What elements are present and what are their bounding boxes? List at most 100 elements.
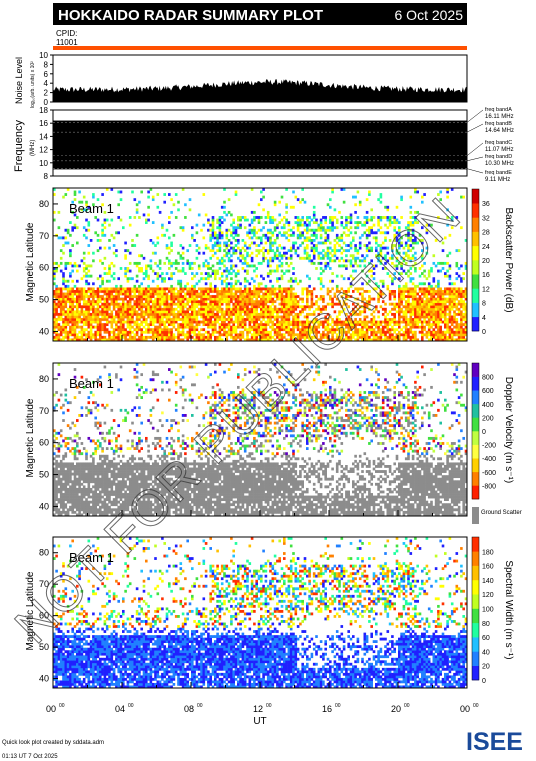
data-cell: [80, 505, 84, 509]
data-cell: [85, 490, 88, 494]
data-cell: [71, 310, 74, 314]
data-cell: [255, 297, 258, 301]
data-cell: [398, 307, 401, 311]
data-cell: [379, 279, 383, 283]
data-cell: [276, 236, 279, 240]
data-cell: [89, 315, 93, 319]
data-cell: [64, 470, 68, 473]
data-cell: [145, 218, 148, 222]
data-cell: [163, 297, 166, 301]
data-cell: [324, 251, 327, 255]
data-cell: [446, 292, 449, 296]
data-cell: [223, 254, 226, 258]
data-cell: [82, 510, 86, 514]
data-cell: [363, 323, 367, 326]
data-cell: [365, 236, 369, 240]
data-cell: [257, 292, 261, 296]
data-cell: [186, 249, 189, 253]
data-cell: [319, 333, 323, 337]
data-cell: [319, 338, 323, 342]
data-cell: [126, 307, 130, 311]
data-cell: [230, 277, 233, 281]
data-cell: [53, 277, 56, 281]
data-cell: [186, 282, 189, 286]
data-cell: [342, 328, 346, 332]
data-cell: [404, 338, 408, 342]
data-cell: [462, 338, 465, 342]
data-cell: [448, 338, 452, 342]
data-cell: [425, 312, 429, 316]
data-cell: [76, 498, 79, 501]
data-cell: [340, 264, 344, 268]
data-cell: [262, 297, 265, 301]
data-cell: [96, 290, 100, 293]
data-cell: [299, 256, 302, 260]
data-cell: [76, 305, 79, 309]
data-cell: [220, 236, 224, 240]
data-cell: [220, 272, 224, 275]
data-cell: [108, 279, 111, 283]
data-cell: [444, 312, 447, 316]
data-cell: [345, 297, 348, 301]
data-cell: [324, 228, 327, 232]
data-cell: [59, 505, 63, 509]
data-cell: [87, 323, 91, 326]
data-cell: [257, 333, 261, 337]
data-cell: [425, 307, 429, 311]
data-cell: [446, 330, 449, 334]
data-cell: [64, 480, 68, 484]
data-cell: [407, 254, 410, 258]
data-cell: [101, 261, 104, 265]
data-cell: [87, 490, 91, 494]
data-cell: [430, 290, 433, 293]
data-cell: [301, 290, 304, 293]
data-cell: [315, 249, 318, 253]
data-cell: [340, 246, 344, 250]
data-cell: [464, 330, 468, 334]
data-cell: [78, 510, 81, 514]
data-cell: [418, 295, 422, 298]
data-cell: [414, 261, 417, 265]
data-cell: [216, 302, 219, 306]
data-cell: [71, 439, 74, 443]
data-cell: [253, 335, 256, 339]
data-cell: [292, 305, 295, 309]
data-cell: [398, 333, 401, 337]
data-cell: [172, 233, 176, 237]
data-cell: [432, 261, 436, 265]
data-cell: [135, 300, 139, 304]
data-cell: [260, 310, 263, 314]
data-cell: [101, 323, 104, 326]
data-cell: [363, 256, 367, 260]
data-cell: [340, 223, 344, 227]
data-cell: [287, 330, 291, 334]
data-cell: [255, 333, 258, 337]
data-cell: [193, 312, 196, 316]
data-cell: [450, 328, 454, 332]
data-cell: [253, 312, 256, 316]
data-cell: [322, 297, 325, 301]
data-cell: [87, 485, 91, 489]
data-cell: [273, 305, 277, 309]
data-cell: [278, 200, 281, 204]
data-cell: [57, 475, 61, 479]
data-cell: [71, 302, 74, 306]
data-cell: [200, 228, 203, 232]
data-cell: [306, 231, 309, 235]
data-cell: [177, 328, 180, 332]
data-cell: [133, 216, 137, 219]
data-cell: [453, 300, 456, 304]
data-cell: [409, 312, 413, 316]
data-cell: [62, 403, 65, 407]
data-cell: [310, 302, 314, 306]
data-cell: [338, 328, 341, 332]
data-cell: [278, 297, 281, 301]
data-cell: [296, 216, 300, 219]
data-cell: [393, 290, 396, 293]
data-cell: [138, 302, 141, 306]
data-cell: [285, 251, 288, 255]
data-cell: [345, 295, 348, 298]
data-cell: [55, 312, 58, 316]
data-cell: [214, 307, 217, 311]
data-cell: [87, 330, 91, 334]
